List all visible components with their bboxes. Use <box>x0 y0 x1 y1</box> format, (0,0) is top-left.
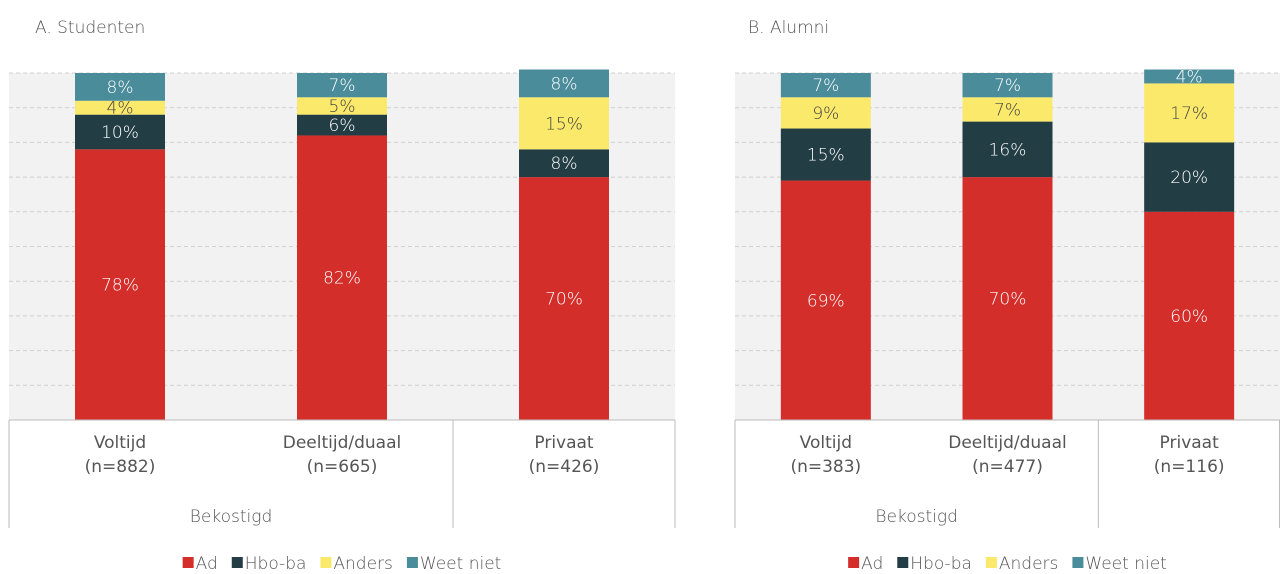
bar-segment <box>962 97 1053 122</box>
bar-segment <box>297 135 387 420</box>
bar-segment <box>519 97 609 150</box>
bar-segment <box>780 73 871 98</box>
value-label: 7% <box>994 100 1021 120</box>
chart-title: A. Studenten <box>35 18 145 38</box>
bar-segment <box>75 149 165 420</box>
value-label: 7% <box>329 76 356 96</box>
value-label: 15% <box>807 146 845 166</box>
legend-label: Anders <box>333 554 393 574</box>
category-label: Privaat (n=426) <box>528 433 600 477</box>
value-label: 7% <box>994 76 1021 96</box>
legend-swatch <box>231 557 243 568</box>
bar-segment <box>75 100 165 115</box>
legend-label: Ad <box>196 554 218 574</box>
bar-segment <box>75 73 165 101</box>
legend-label: Weet niet <box>420 554 501 574</box>
legend-label: Anders <box>999 554 1059 574</box>
value-label: 4% <box>1176 67 1203 87</box>
bar-segment <box>519 177 609 420</box>
category-label: Deeltijd/duaal (n=477) <box>948 433 1067 477</box>
legend-label: Hbo-ba <box>245 554 307 574</box>
bar-segment <box>780 97 871 129</box>
legend-swatch <box>848 557 860 568</box>
bar-segment <box>75 114 165 150</box>
legend-swatch <box>897 557 909 568</box>
value-label: 15% <box>545 114 583 134</box>
value-label: 8% <box>551 74 578 94</box>
category-label: Voltijd (n=383) <box>790 433 862 477</box>
category-label: Deeltijd/duaal (n=665) <box>282 433 402 477</box>
bar-segment <box>780 180 871 420</box>
legend-label: Weet niet <box>1085 554 1166 574</box>
value-label: 82% <box>323 269 361 289</box>
bar-segment <box>297 114 387 136</box>
value-label: 8% <box>107 78 134 98</box>
value-label: 16% <box>989 140 1027 160</box>
bar-segment <box>780 128 871 181</box>
category-label: Voltijd (n=882) <box>84 433 156 477</box>
category-label: Privaat (n=116) <box>1153 433 1225 477</box>
value-label: 17% <box>1170 104 1208 124</box>
value-label: 7% <box>812 76 839 96</box>
bar-segment <box>1144 69 1235 84</box>
chart-title: B. Alumni <box>748 18 829 38</box>
bar-segment <box>519 149 609 178</box>
bar-segment <box>297 97 387 115</box>
value-label: 4% <box>107 99 134 119</box>
value-label: 9% <box>812 104 839 124</box>
value-label: 20% <box>1170 168 1208 188</box>
legend-label: Ad <box>861 554 883 574</box>
bar-segment <box>962 121 1053 178</box>
bar-segment <box>1144 211 1235 420</box>
bar-segment <box>519 69 609 98</box>
value-label: 8% <box>551 154 578 174</box>
bar-segment <box>962 73 1053 98</box>
bar-segment <box>1144 83 1235 143</box>
legend-swatch <box>985 557 997 568</box>
value-label: 60% <box>1170 307 1208 327</box>
value-label: 10% <box>101 123 139 143</box>
legend-swatch <box>182 557 194 568</box>
bar-segment <box>297 73 387 98</box>
legend-swatch <box>320 557 332 568</box>
legend-swatch <box>406 557 418 568</box>
value-label: 69% <box>807 291 845 311</box>
legend-label: Hbo-ba <box>910 554 972 574</box>
bar-segment <box>962 177 1053 420</box>
group-label: Bekostigd <box>875 507 957 527</box>
legend-swatch <box>1072 557 1084 568</box>
bar-segment <box>1144 142 1235 212</box>
value-label: 78% <box>101 276 139 296</box>
value-label: 70% <box>545 290 583 310</box>
value-label: 6% <box>329 116 356 136</box>
value-label: 5% <box>329 97 356 117</box>
value-label: 70% <box>989 290 1027 310</box>
group-label: Bekostigd <box>190 507 272 527</box>
